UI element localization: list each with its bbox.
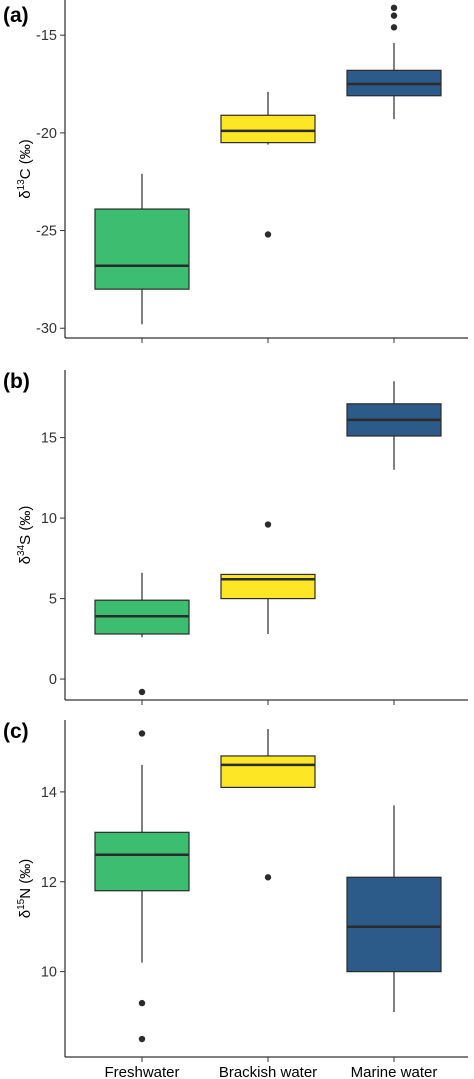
iqr-box (220, 755, 316, 788)
y-axis-title-superscript: 15 (16, 898, 27, 910)
y-tick-label: -25 (36, 224, 57, 240)
y-axis-title-suffix: S (‰) (17, 506, 34, 545)
box-marine-water (346, 805, 442, 1013)
box-brackish-water (220, 728, 316, 881)
outlier-point (264, 231, 272, 238)
y-axis-title-suffix: N (‰) (17, 859, 34, 899)
iqr-box (346, 876, 442, 973)
iqr-box (94, 831, 190, 892)
panel-3: (c) 10 12 14 δ15N (‰) (3, 720, 468, 1062)
box-freshwater (94, 730, 190, 1043)
y-tick-label: 0 (49, 672, 57, 688)
y-axis-title-prefix: δ (17, 556, 34, 564)
y-tick-label: -20 (36, 126, 57, 142)
panel-label: (b) (3, 370, 30, 393)
y-tick-label: 10 (41, 511, 57, 527)
y-axis-title: δ15N (‰) (16, 859, 34, 918)
iqr-box (94, 208, 190, 290)
outlier-point (390, 4, 398, 12)
panel-label: (a) (3, 4, 29, 27)
outlier-point (390, 24, 398, 31)
panel-1: (a) -30 -25 -20 -15 δ13C (‰) (3, 0, 468, 343)
outlier-point (138, 688, 146, 696)
panel-label: (c) (3, 720, 29, 743)
outlier-point (138, 730, 146, 737)
outlier-point (138, 1035, 146, 1043)
box-marine-water (346, 4, 442, 120)
y-tick-label: 10 (41, 965, 57, 981)
y-tick-label: -30 (36, 321, 57, 337)
box-freshwater (94, 572, 190, 696)
y-axis-title-superscript: 34 (16, 544, 27, 556)
y-axis-title: δ34S (‰) (16, 506, 34, 565)
box-marine-water (346, 381, 442, 470)
outlier-point (264, 521, 272, 528)
box-brackish-water (220, 521, 316, 634)
y-axis-title-prefix: δ (17, 910, 34, 918)
x-category-label: Freshwater (104, 1064, 179, 1079)
y-axis-title: δ13C (‰) (16, 139, 34, 198)
outlier-point (264, 874, 272, 881)
iqr-box (220, 114, 316, 144)
y-tick-label: 14 (41, 785, 57, 801)
outlier-point (138, 999, 146, 1007)
panel-2: (b) 0 5 10 15 δ34S (‰) (3, 370, 468, 705)
x-category-label: Marine water (351, 1064, 438, 1079)
outlier-point (390, 12, 398, 19)
y-tick-label: -15 (36, 28, 57, 44)
y-axis-title-prefix: δ (17, 190, 34, 198)
box-brackish-water (220, 91, 316, 238)
y-axis-title-superscript: 13 (16, 179, 27, 191)
y-tick-label: 5 (49, 592, 57, 608)
y-tick-label: 15 (41, 431, 57, 447)
y-axis-title-suffix: C (‰) (17, 139, 34, 179)
box-freshwater (94, 173, 190, 325)
y-tick-label: 12 (41, 875, 57, 891)
x-category-label: Brackish water (219, 1064, 317, 1079)
